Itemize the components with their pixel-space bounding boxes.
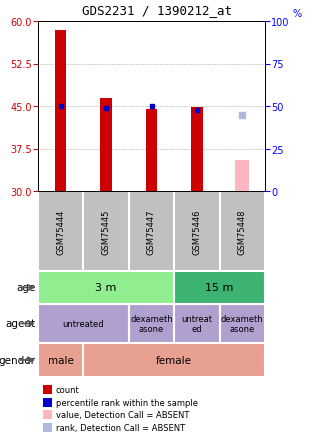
FancyBboxPatch shape xyxy=(83,191,129,271)
Text: agent: agent xyxy=(6,319,36,329)
Bar xyxy=(100,98,112,191)
Text: percentile rank within the sample: percentile rank within the sample xyxy=(56,398,198,407)
Text: GSM75448: GSM75448 xyxy=(238,209,247,254)
Text: value, Detection Call = ABSENT: value, Detection Call = ABSENT xyxy=(56,411,189,419)
Text: GDS2231 / 1390212_at: GDS2231 / 1390212_at xyxy=(81,4,232,17)
Text: gender: gender xyxy=(0,355,36,365)
Bar xyxy=(235,161,249,191)
Text: GSM75445: GSM75445 xyxy=(102,209,110,254)
FancyBboxPatch shape xyxy=(220,304,265,343)
Text: male: male xyxy=(48,355,74,365)
FancyBboxPatch shape xyxy=(38,343,83,377)
Text: untreated: untreated xyxy=(63,319,104,328)
Text: dexameth
asone: dexameth asone xyxy=(130,314,173,333)
Text: GSM75446: GSM75446 xyxy=(192,209,201,254)
Text: 15 m: 15 m xyxy=(205,283,234,293)
FancyBboxPatch shape xyxy=(38,191,83,271)
FancyBboxPatch shape xyxy=(38,304,129,343)
FancyBboxPatch shape xyxy=(174,191,220,271)
FancyBboxPatch shape xyxy=(129,304,174,343)
FancyBboxPatch shape xyxy=(174,304,220,343)
Bar xyxy=(146,109,157,191)
Text: female: female xyxy=(156,355,192,365)
FancyBboxPatch shape xyxy=(38,271,174,304)
Text: untreat
ed: untreat ed xyxy=(182,314,213,333)
Bar xyxy=(55,30,66,191)
Text: 3 m: 3 m xyxy=(95,283,117,293)
FancyBboxPatch shape xyxy=(174,271,265,304)
Text: %: % xyxy=(292,9,301,19)
FancyBboxPatch shape xyxy=(220,191,265,271)
Text: dexameth
asone: dexameth asone xyxy=(221,314,264,333)
FancyBboxPatch shape xyxy=(129,191,174,271)
FancyBboxPatch shape xyxy=(83,343,265,377)
Text: count: count xyxy=(56,385,80,394)
Text: rank, Detection Call = ABSENT: rank, Detection Call = ABSENT xyxy=(56,423,185,432)
Text: GSM75447: GSM75447 xyxy=(147,209,156,254)
Text: GSM75444: GSM75444 xyxy=(56,209,65,254)
Bar xyxy=(191,108,203,191)
Text: age: age xyxy=(16,283,36,293)
